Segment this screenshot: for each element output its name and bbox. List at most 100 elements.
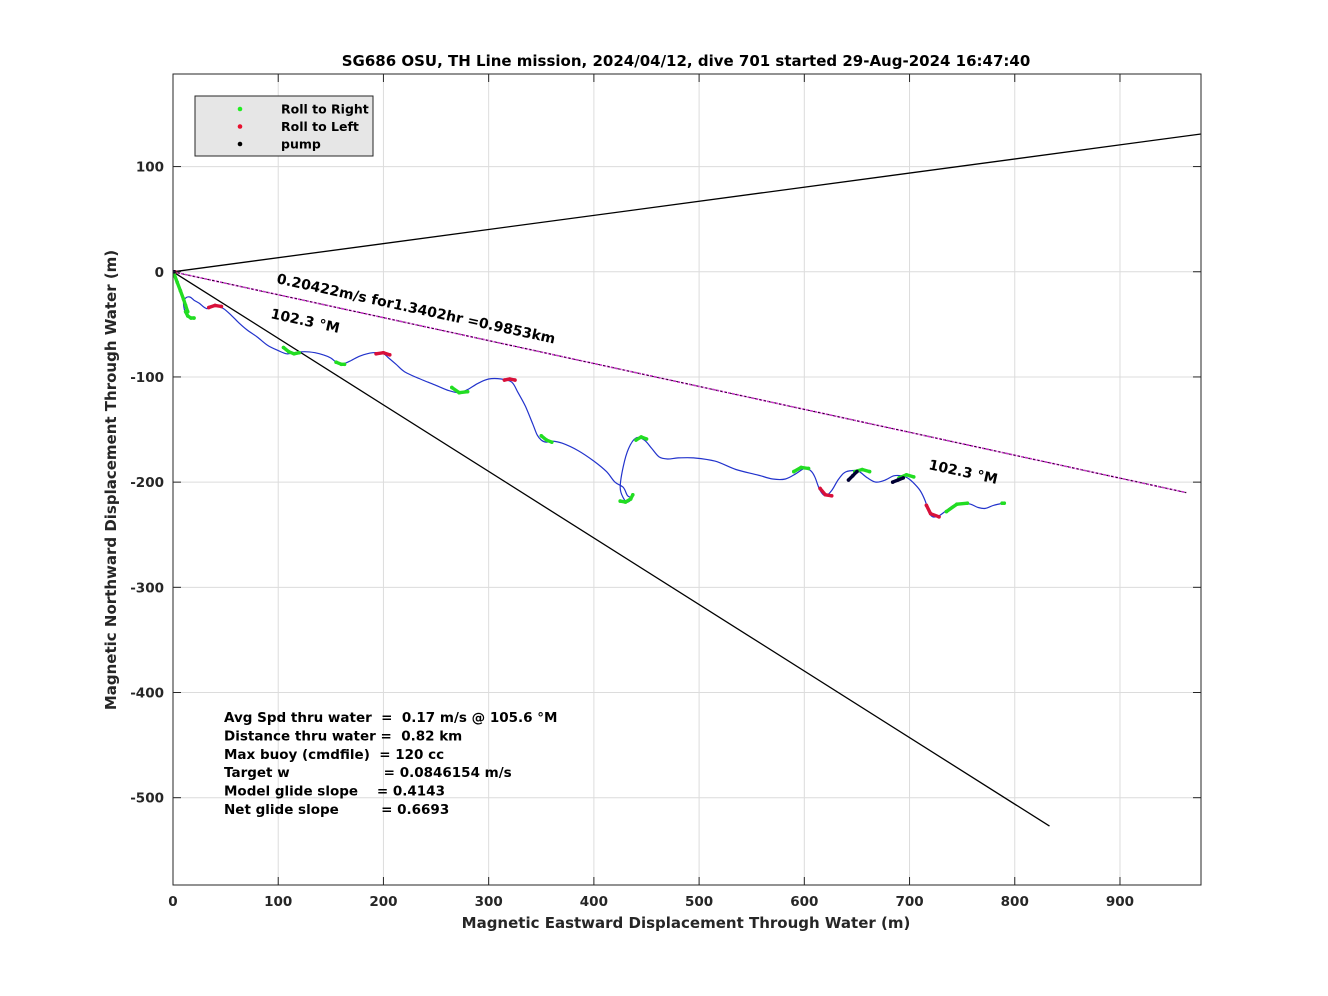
heading-upper-bound-line [173,133,1201,273]
roll-left-segment-point [928,511,933,516]
roll-left-segment-point [206,305,211,310]
roll-right-segment-point [860,467,864,472]
roll-left-segment [924,503,941,519]
roll-right-segment-point [185,314,190,318]
roll-right-segment-point [639,435,644,439]
roll-left-segment-point [818,486,822,491]
stat-line: Model glide slope = 0.4143 [224,784,445,800]
roll-right-segment-point [544,438,549,442]
roll-right-segment [281,345,301,356]
roll-left-segment-point [513,378,517,382]
roll-left-segment-point [507,377,512,381]
roll-right-segment-point [806,466,811,471]
stat-line: Target w = 0.0846154 m/s [224,765,512,781]
legend-box [194,95,374,157]
roll-right-segment-point [904,472,909,477]
roll-left-segment-point [829,494,834,498]
roll-right-segment-point [944,509,949,514]
roll-right-segment-point [644,437,649,441]
roll-right-segment-point [192,316,196,320]
pump-segment-point [850,474,855,478]
roll-left-segment-point [924,503,929,508]
legend: Roll to Right Roll to Left pump [194,95,374,157]
roll-right-segment-point [628,497,633,501]
roll-right-segment-point [342,362,347,367]
y-tick-label: 100 [136,160,164,176]
x-tick-label: 400 [580,894,608,910]
y-tick-label: -300 [130,580,164,596]
stat-line: Net glide slope = 0.6693 [224,802,449,818]
chart-title: SG686 OSU, TH Line mission, 2024/04/12, … [342,52,1031,70]
roll-left-segment-point [502,378,507,382]
roll-right-segment-point [1002,501,1007,505]
roll-left-segment-point [213,303,217,308]
net-displacement-line [173,271,1187,494]
roll-right-segment-point [450,385,454,390]
pump-segment-point [901,476,906,480]
legend-marker [237,106,243,112]
roll-right-segment-point [183,303,188,308]
grid [172,74,1201,885]
x-axis-label: Magnetic Eastward Displacement Through W… [462,914,911,932]
dive-statistics: Avg Spd thru water = 0.17 m/s @ 105.6 °M… [224,710,557,818]
roll-right-segment-point [549,440,554,444]
roll-right-segment-point [339,362,344,367]
x-tick-label: 500 [685,894,713,910]
legend-marker [237,141,243,147]
stat-line: Avg Spd thru water = 0.17 m/s @ 105.6 °M [224,710,557,726]
roll-right-segment-point [634,438,638,442]
y-tick-label: -200 [130,475,164,491]
roll-right-segment-point [281,345,286,350]
y-tick-label: -500 [130,791,164,807]
roll-right-segment-point [965,501,970,505]
heading-start-annotation: 102.3 °M [269,306,341,337]
roll-left-segment-point [374,352,378,356]
roll-right-segment-point [791,469,796,474]
pump-segment-point [896,478,900,482]
roll-right-segment-point [334,360,338,365]
y-axis-label: Magnetic Northward Displacement Through … [102,250,120,710]
roll-right-segment-point [178,288,183,293]
y-tick-label: -400 [130,686,164,702]
x-tick-label: 800 [1001,894,1029,910]
roll-right-segment-point [618,499,622,503]
axis-ticks: 0 100 200 300 400 500 600 700 800 9001000-100-200… [130,74,1201,910]
x-tick-label: 0 [168,894,177,910]
roll-right-segment [618,493,635,504]
legend-marker [237,124,243,129]
x-tick-label: 200 [369,894,397,910]
x-tick-label: 700 [895,894,923,910]
heading-end-annotation: 102.3 °M [927,457,999,488]
roll-right-segment-point [465,389,470,394]
roll-right-segment-point [183,309,188,314]
roll-left-segment-point [387,353,392,357]
roll-right-segment-point [286,349,291,354]
roll-right-segment-point [867,469,872,474]
y-tick-label: 0 [155,265,164,281]
roll-right-segment-point [539,434,544,438]
roll-right-segment-point [457,390,461,395]
roll-right-segment-point [623,500,628,504]
plot-frame [172,73,1202,886]
roll-right-segment-point [911,475,916,479]
roll-right-segment-point [297,350,302,355]
roll-right-segment-point [292,352,296,356]
roll-right-segment-point [631,492,635,497]
heading-lower-bound-line [173,271,1050,827]
stat-line: Max buoy (cmdfile) = 120 cc [224,747,444,763]
stat-line: Distance thru water = 0.82 km [224,728,462,744]
plot-area [173,133,1201,827]
pump-segment-point [890,480,895,484]
pump-segment-point [855,469,859,474]
legend-label: Roll to Right [281,102,369,117]
glider-track-line [173,271,1004,518]
roll-right-segment-point [799,465,803,470]
x-tick-label: 100 [264,894,292,910]
roll-left-segment-point [381,350,386,355]
roll-right-segment-point [189,316,193,320]
x-tick-label: 900 [1106,894,1134,910]
y-tick-label: -100 [130,370,164,386]
roll-right-segment-point [181,297,186,301]
roll-right-segment-point [955,502,959,507]
